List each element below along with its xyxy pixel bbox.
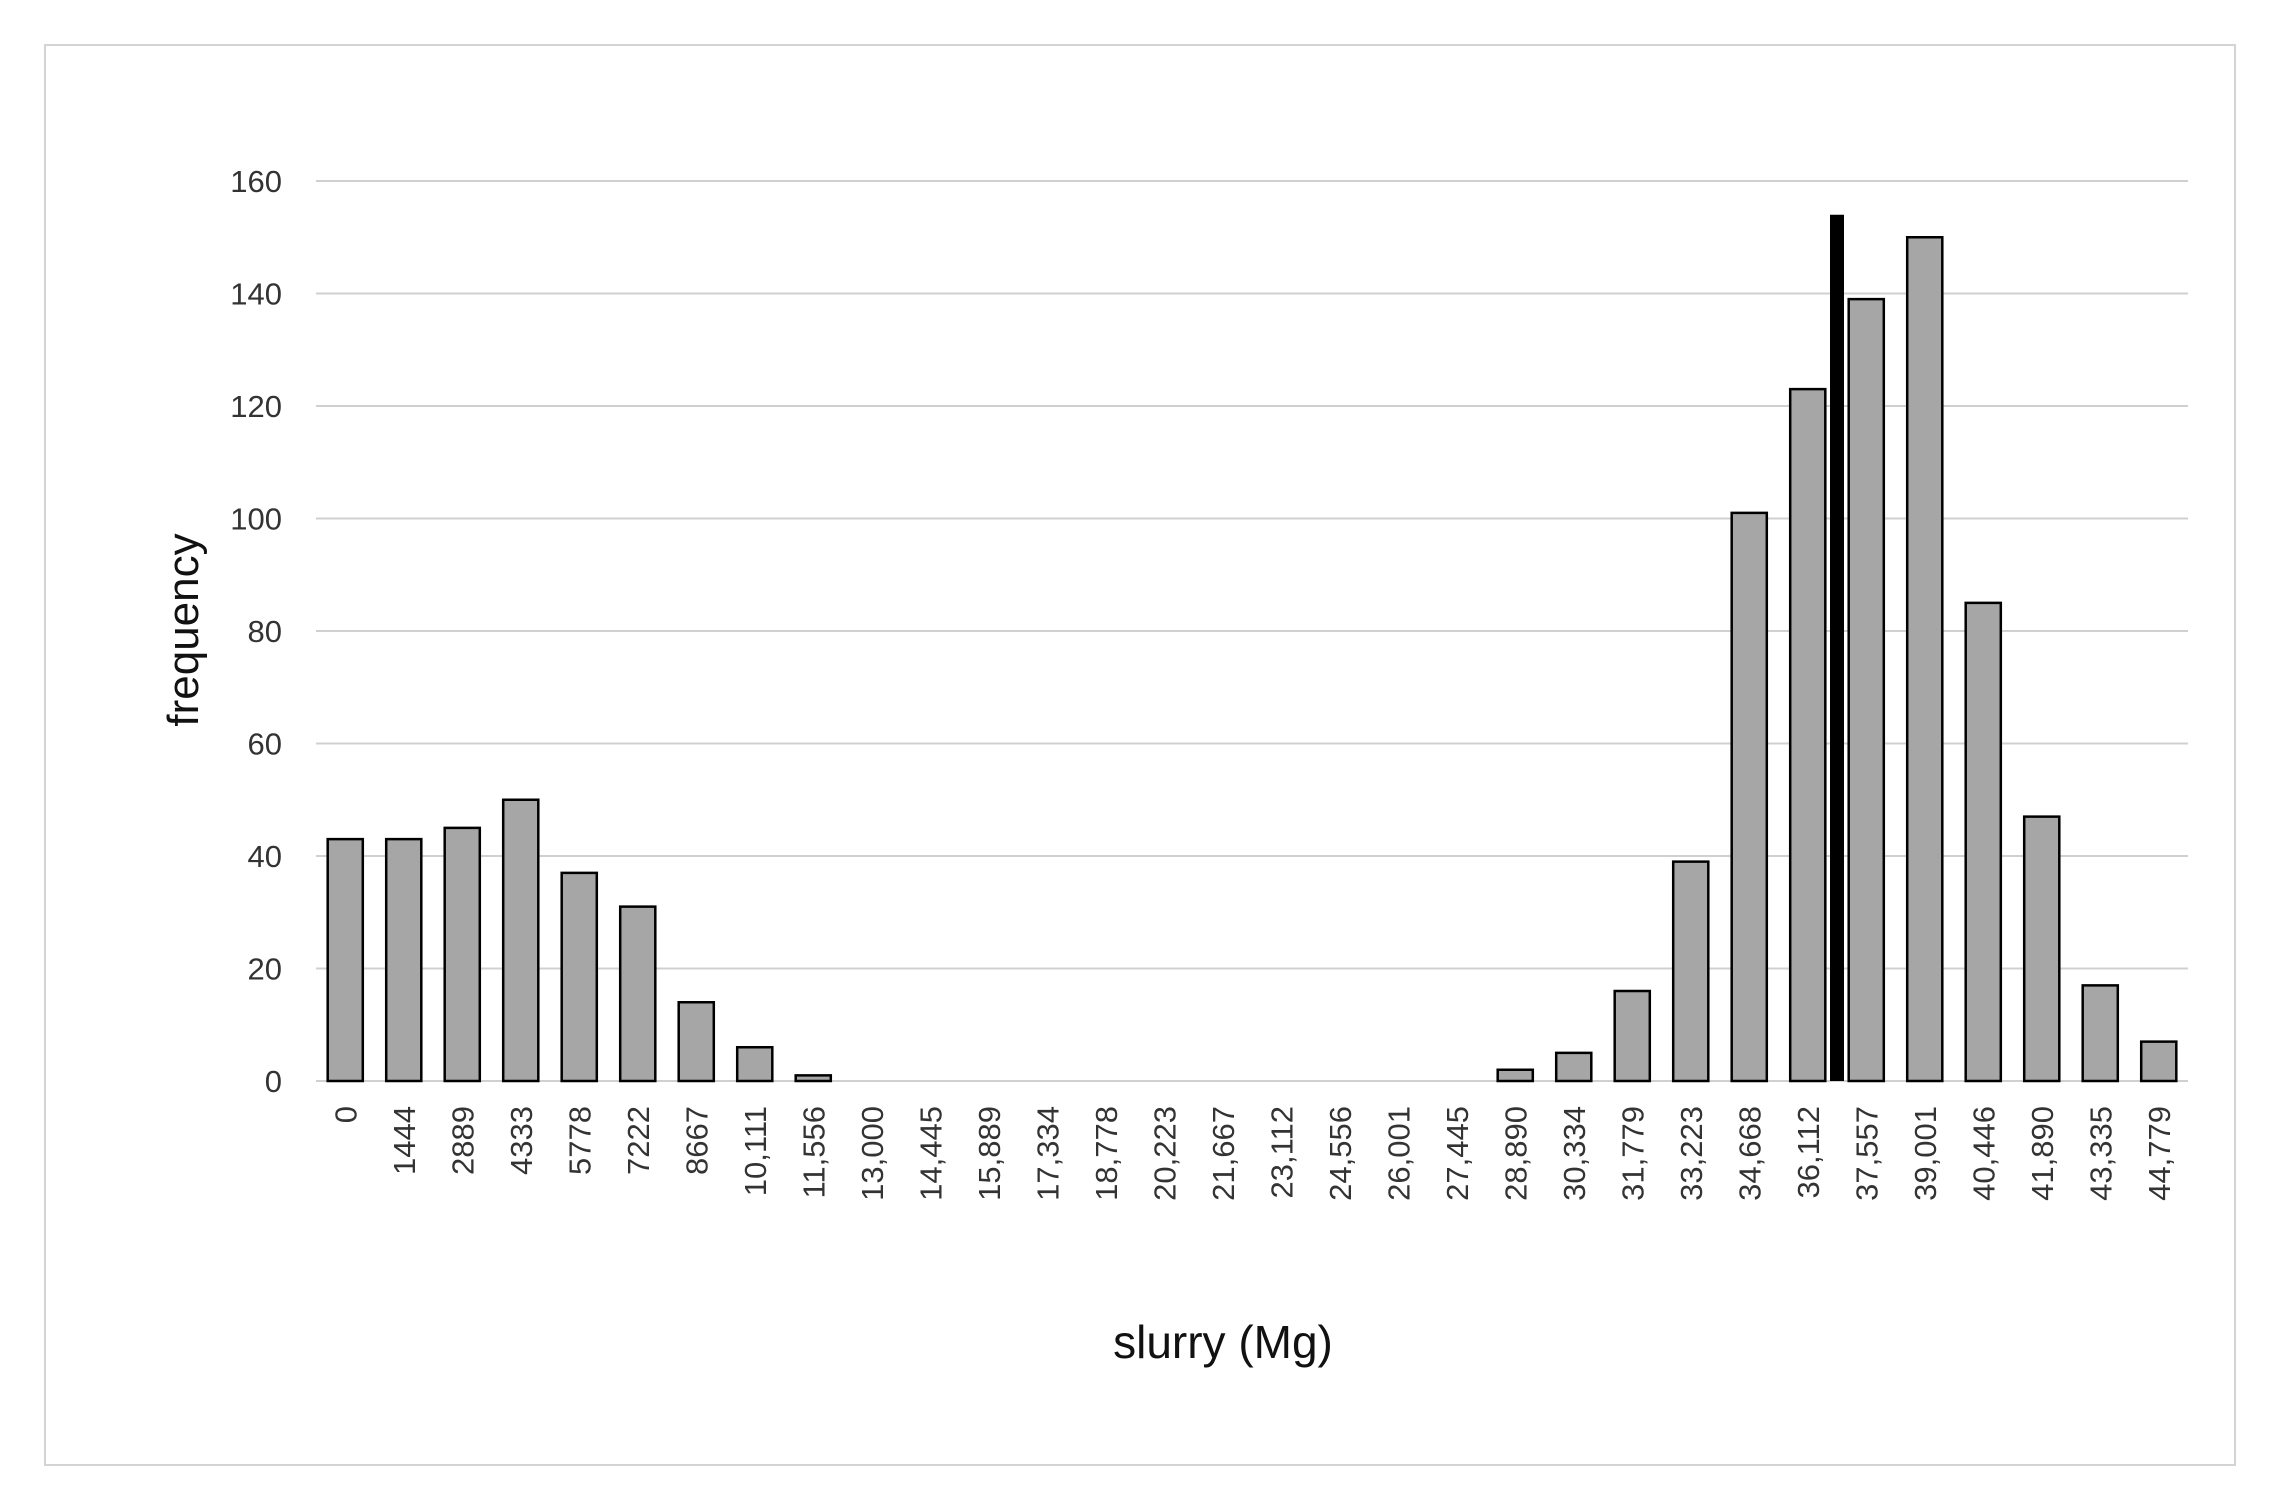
reference-marker xyxy=(1830,214,1844,1081)
bar-33,223 xyxy=(1671,860,1710,1083)
bar-11,556 xyxy=(794,1074,833,1083)
x-tick-label: 20,223 xyxy=(1147,1106,1182,1201)
x-tick-label: 15,889 xyxy=(972,1106,1007,1201)
x-tick-label: 17,334 xyxy=(1030,1106,1065,1201)
y-tick-label: 40 xyxy=(248,839,282,874)
x-tick-label: 24,556 xyxy=(1323,1106,1358,1201)
x-tick-label: 39,001 xyxy=(1908,1106,1943,1201)
y-axis-title: frequency xyxy=(159,533,208,726)
x-tick-label: 34,668 xyxy=(1732,1106,1767,1201)
x-axis-title: slurry (Mg) xyxy=(1113,1316,1333,1368)
x-tick-label: 37,557 xyxy=(1849,1106,1884,1201)
x-tick-label: 30,334 xyxy=(1557,1106,1592,1201)
bar-43,335 xyxy=(2081,984,2120,1083)
x-tick-label: 28,890 xyxy=(1498,1106,1533,1201)
bar-8667 xyxy=(677,1001,716,1083)
y-tick-label: 80 xyxy=(248,614,282,649)
bar-41,890 xyxy=(2022,815,2061,1083)
x-tick-label: 21,667 xyxy=(1206,1106,1241,1201)
x-tick-label: 33,223 xyxy=(1674,1106,1709,1201)
bar-28,890 xyxy=(1496,1068,1535,1083)
x-tick-label: 40,446 xyxy=(1966,1106,2001,1201)
x-tick-label: 14,445 xyxy=(913,1106,948,1201)
y-tick-label: 160 xyxy=(230,164,282,199)
x-tick-label: 23,112 xyxy=(1264,1106,1299,1199)
x-tick-label: 13,000 xyxy=(855,1106,890,1201)
bar-5778 xyxy=(560,871,599,1083)
x-tick-label: 8667 xyxy=(679,1106,714,1175)
x-tick-label: 4333 xyxy=(504,1106,539,1175)
bar-0 xyxy=(326,837,365,1083)
bar-10,111 xyxy=(735,1046,774,1083)
bar-1444 xyxy=(384,837,423,1083)
bar-34,668 xyxy=(1730,511,1769,1083)
x-tick-label: 2889 xyxy=(445,1106,480,1175)
x-axis-ticks: 0 1444 2889 4333 5778 7222 8667 10,111 11,556 13,… xyxy=(328,1106,2177,1201)
bar-37,557 xyxy=(1847,297,1886,1083)
bar-39,001 xyxy=(1905,236,1944,1083)
x-tick-label: 43,335 xyxy=(2083,1106,2118,1201)
bar-30,334 xyxy=(1554,1051,1593,1083)
x-tick-label: 1444 xyxy=(387,1106,422,1175)
x-tick-label: 18,778 xyxy=(1089,1106,1124,1201)
x-tick-label: 36,112 xyxy=(1791,1106,1826,1199)
x-tick-label: 26,001 xyxy=(1381,1106,1416,1201)
x-tick-label: 11,556 xyxy=(796,1106,831,1199)
y-tick-label: 120 xyxy=(230,389,282,424)
x-tick-label: 27,445 xyxy=(1440,1106,1475,1201)
y-axis-ticks: 0 20 40 60 80 100 120 140 160 xyxy=(230,164,282,1099)
y-tick-label: 100 xyxy=(230,502,282,537)
x-tick-label: 44,779 xyxy=(2142,1106,2177,1201)
x-tick-label: 0 xyxy=(328,1106,363,1123)
bar-4333 xyxy=(501,798,540,1083)
bar-series xyxy=(326,236,2178,1083)
bar-40,446 xyxy=(1964,601,2003,1083)
y-tick-label: 0 xyxy=(265,1064,282,1099)
x-tick-label: 5778 xyxy=(562,1106,597,1175)
y-tick-label: 140 xyxy=(230,277,282,312)
x-tick-label: 31,779 xyxy=(1615,1106,1650,1201)
x-tick-label: 7222 xyxy=(621,1106,656,1175)
reference-line xyxy=(1830,214,1844,1081)
x-tick-label: 41,890 xyxy=(2025,1106,2060,1201)
y-tick-label: 20 xyxy=(248,952,282,987)
bar-2889 xyxy=(443,826,482,1083)
x-tick-label: 10,111 xyxy=(738,1106,773,1196)
bar-36,112 xyxy=(1788,387,1827,1083)
bar-7222 xyxy=(618,905,657,1083)
bar-31,779 xyxy=(1613,989,1652,1083)
bar-44,779 xyxy=(2139,1040,2178,1083)
y-tick-label: 60 xyxy=(248,727,282,762)
